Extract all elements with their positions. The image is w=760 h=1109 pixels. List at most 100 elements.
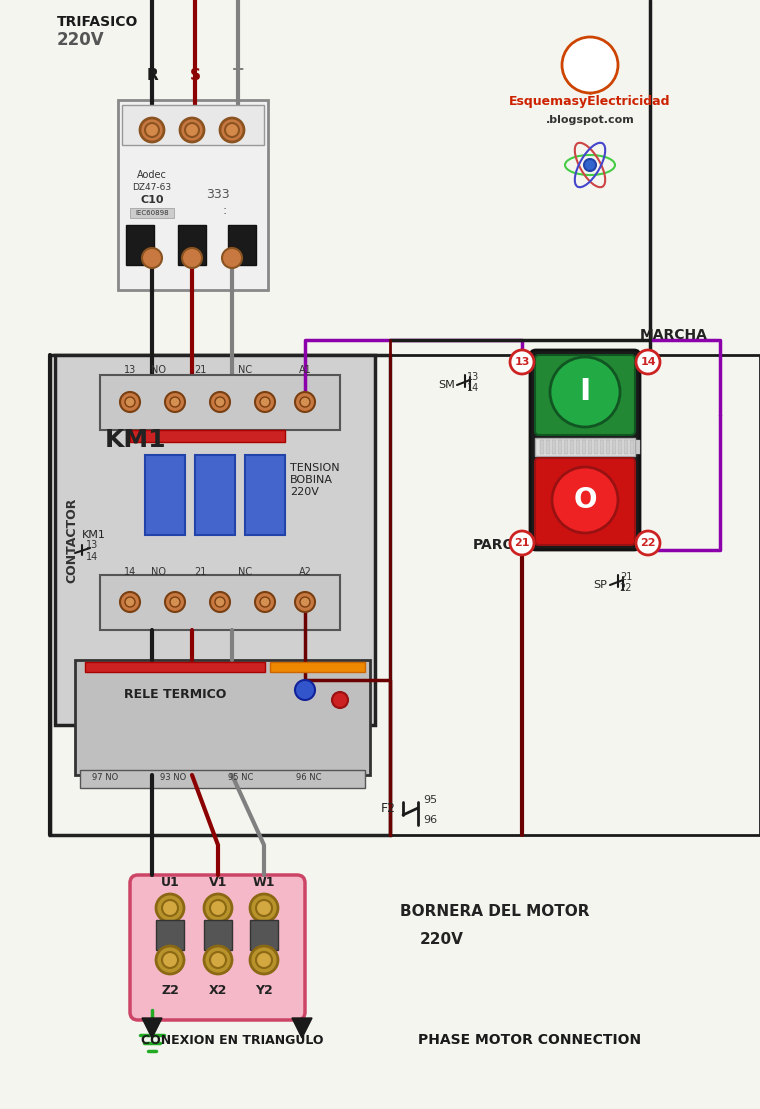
Text: CONEXION EN TRIANGULO: CONEXION EN TRIANGULO: [141, 1034, 323, 1047]
Text: W1: W1: [253, 876, 275, 889]
Circle shape: [255, 391, 275, 413]
Circle shape: [300, 397, 310, 407]
Text: RELE TERMICO: RELE TERMICO: [124, 689, 226, 702]
Circle shape: [145, 123, 159, 138]
Text: PHASE MOTOR CONNECTION: PHASE MOTOR CONNECTION: [419, 1032, 641, 1047]
Text: NO: NO: [150, 567, 166, 577]
Text: PARO: PARO: [473, 538, 515, 552]
Text: U1: U1: [160, 876, 179, 889]
Bar: [156, 920, 184, 950]
Text: V1: V1: [209, 876, 227, 889]
Bar: [624, 440, 628, 454]
Circle shape: [156, 946, 184, 974]
Polygon shape: [142, 1018, 162, 1038]
Bar: [570, 440, 574, 454]
Text: 21: 21: [194, 365, 206, 375]
Circle shape: [210, 391, 230, 413]
Text: DZ47-63: DZ47-63: [132, 183, 172, 193]
Bar: [390, 355, 760, 835]
Text: 93 NO: 93 NO: [160, 773, 186, 783]
Circle shape: [250, 946, 278, 974]
Text: 21: 21: [515, 538, 530, 548]
Bar: [630, 440, 634, 454]
Bar: [126, 225, 154, 265]
Text: NC: NC: [238, 365, 252, 375]
Circle shape: [295, 592, 315, 612]
Bar: [50, 355, 390, 835]
Text: KM1: KM1: [82, 530, 106, 540]
Circle shape: [222, 248, 242, 268]
Text: C10: C10: [141, 195, 163, 205]
Polygon shape: [292, 1018, 312, 1038]
Text: 22: 22: [640, 538, 656, 548]
Circle shape: [215, 597, 225, 607]
Text: 13: 13: [515, 357, 530, 367]
Text: S: S: [189, 68, 201, 82]
Circle shape: [295, 391, 315, 413]
Text: SP: SP: [593, 580, 607, 590]
Circle shape: [260, 597, 270, 607]
Circle shape: [256, 952, 272, 968]
Bar: [618, 440, 622, 454]
Text: MARCHA: MARCHA: [640, 328, 708, 342]
Circle shape: [552, 467, 618, 533]
Circle shape: [210, 952, 226, 968]
Circle shape: [210, 592, 230, 612]
Circle shape: [170, 397, 180, 407]
Circle shape: [300, 597, 310, 607]
Text: CONTACTOR: CONTACTOR: [65, 497, 78, 582]
Text: 95 NC: 95 NC: [228, 773, 254, 783]
Text: SM: SM: [439, 380, 455, 390]
Bar: [245, 455, 285, 535]
Bar: [85, 662, 265, 672]
Bar: [270, 662, 365, 672]
Text: EsquemasyElectricidad: EsquemasyElectricidad: [509, 95, 671, 109]
Circle shape: [204, 894, 232, 922]
Bar: [588, 440, 592, 454]
Text: 13: 13: [86, 540, 98, 550]
FancyBboxPatch shape: [535, 458, 635, 545]
Bar: [118, 100, 268, 289]
Circle shape: [185, 123, 199, 138]
Text: 21: 21: [620, 572, 632, 582]
Text: X2: X2: [209, 984, 227, 997]
Bar: [130, 430, 285, 442]
Text: 14: 14: [86, 552, 98, 562]
Text: :: :: [223, 203, 227, 216]
Circle shape: [215, 397, 225, 407]
Bar: [130, 208, 174, 218]
Bar: [80, 770, 365, 788]
Circle shape: [220, 118, 244, 142]
Bar: [540, 440, 544, 454]
Circle shape: [510, 350, 534, 374]
Circle shape: [165, 391, 185, 413]
Text: 22: 22: [619, 583, 632, 593]
Bar: [594, 440, 598, 454]
Text: 220V: 220V: [420, 933, 464, 947]
Text: 21: 21: [194, 567, 206, 577]
Circle shape: [204, 946, 232, 974]
Bar: [100, 574, 340, 630]
Text: 96: 96: [423, 815, 437, 825]
Circle shape: [120, 592, 140, 612]
Circle shape: [162, 952, 178, 968]
Bar: [100, 375, 340, 430]
Text: 14: 14: [124, 567, 136, 577]
Bar: [145, 455, 185, 535]
Bar: [582, 440, 586, 454]
Circle shape: [510, 531, 534, 554]
Text: NO: NO: [150, 365, 166, 375]
Text: R: R: [146, 68, 158, 82]
Circle shape: [332, 692, 348, 708]
Circle shape: [125, 597, 135, 607]
Text: 96 NC: 96 NC: [296, 773, 321, 783]
FancyBboxPatch shape: [530, 350, 640, 550]
Bar: [564, 440, 568, 454]
Bar: [552, 440, 556, 454]
Circle shape: [260, 397, 270, 407]
Text: T: T: [233, 68, 243, 82]
Text: 14: 14: [467, 383, 479, 393]
Bar: [122, 105, 264, 145]
Circle shape: [120, 391, 140, 413]
Bar: [612, 440, 616, 454]
